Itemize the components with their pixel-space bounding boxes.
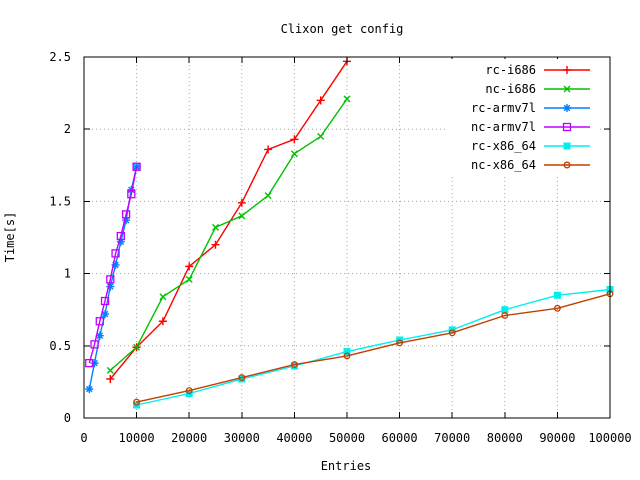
marker-asterisk	[85, 385, 94, 394]
y-axis-label: Time[s]	[3, 212, 17, 263]
y-tick-label: 1	[64, 267, 71, 281]
marker-filled-square	[553, 291, 561, 299]
x-tick-label: 20000	[171, 431, 207, 445]
series-line	[109, 60, 348, 380]
x-tick-label: 10000	[119, 431, 155, 445]
y-tick-label: 0	[64, 411, 71, 425]
marker-open-square	[116, 231, 125, 241]
marker-plus	[316, 96, 325, 105]
marker-filled-square	[343, 348, 351, 356]
marker-open-square	[121, 210, 131, 219]
marker-plus	[211, 240, 220, 249]
x-tick-label: 70000	[434, 431, 470, 445]
marker-filled-square	[290, 362, 298, 370]
marker-cross	[159, 293, 167, 301]
series-line	[136, 293, 611, 403]
axes: 0 10000 20000 30000 40000 50000 60000 70000 8000…	[49, 50, 631, 445]
marker-open-square	[90, 340, 99, 349]
marker-plus	[563, 66, 571, 74]
marker-plus	[185, 262, 194, 271]
series-nc-i686	[106, 95, 351, 374]
legend-label: rc-i686	[485, 63, 536, 77]
legend-entry-nc-x86_64: nc-x86_64	[471, 158, 590, 172]
marker-open-square	[85, 358, 94, 368]
marker-cross	[264, 192, 272, 200]
y-tick-label: 2.5	[49, 50, 71, 64]
marker-cross	[290, 150, 298, 158]
series-line	[136, 288, 611, 406]
legend-entry-rc-i686: rc-i686	[485, 63, 590, 77]
legend-label: rc-x86_64	[471, 139, 536, 153]
chart-title: Clixon get config	[281, 22, 404, 36]
marker-open-square	[111, 249, 120, 258]
legend-entry-rc-x86_64: rc-x86_64	[471, 139, 590, 153]
x-tick-label: 30000	[224, 431, 260, 445]
marker-cross	[212, 223, 219, 231]
legend: rc-i686 nc-i686 rc-armv7l nc-armv7l rc-x86_6…	[448, 59, 598, 175]
marker-open-square	[562, 122, 572, 132]
marker-open-circle	[290, 361, 298, 369]
x-tick-label: 50000	[329, 431, 365, 445]
series-nc-armv7l	[85, 162, 141, 368]
marker-cross	[317, 132, 325, 140]
marker-open-square	[95, 317, 104, 326]
legend-label: rc-armv7l	[471, 101, 536, 115]
series-nc-x86_64	[133, 290, 614, 406]
marker-open-square	[106, 275, 115, 284]
legend-background	[448, 59, 598, 175]
marker-cross	[133, 343, 141, 351]
marker-plus	[290, 135, 299, 144]
marker-asterisk	[563, 104, 571, 112]
marker-cross	[106, 366, 114, 374]
marker-cross	[563, 85, 571, 93]
legend-label: nc-x86_64	[471, 158, 536, 172]
series-layer	[85, 57, 614, 409]
marker-open-circle	[448, 329, 456, 337]
marker-open-circle	[501, 312, 509, 319]
x-tick-label: 40000	[276, 431, 312, 445]
x-axis-label: Entries	[321, 459, 372, 473]
marker-filled-square	[238, 375, 246, 383]
y-tick-label: 2	[64, 122, 71, 136]
marker-cross	[238, 212, 246, 220]
x-tick-label: 80000	[487, 431, 523, 445]
marker-filled-square	[501, 306, 509, 314]
marker-open-square	[127, 190, 136, 199]
legend-entry-nc-i686: nc-i686	[485, 82, 590, 96]
marker-plus	[106, 375, 115, 384]
marker-plus	[158, 317, 167, 326]
legend-label: nc-i686	[485, 82, 536, 96]
series-rc-x86_64	[133, 285, 614, 409]
marker-plus	[264, 145, 273, 154]
marker-open-circle	[553, 304, 561, 312]
marker-open-circle	[133, 398, 141, 406]
marker-open-circle	[563, 161, 571, 169]
marker-open-square	[132, 162, 141, 171]
y-tick-label: 1.5	[49, 194, 71, 208]
x-tick-label: 100000	[588, 431, 631, 445]
marker-open-circle	[238, 374, 246, 382]
marker-plus	[237, 198, 246, 207]
y-tick-label: 0.5	[49, 339, 71, 353]
legend-entry-nc-armv7l: nc-armv7l	[471, 120, 590, 134]
x-tick-label: 90000	[539, 431, 575, 445]
marker-cross	[185, 275, 193, 283]
legend-label: nc-armv7l	[471, 120, 536, 134]
marker-open-circle	[396, 339, 404, 347]
x-tick-label: 0	[80, 431, 87, 445]
legend-entry-rc-armv7l: rc-armv7l	[471, 101, 590, 115]
marker-open-square	[100, 296, 110, 306]
series-line	[109, 98, 348, 371]
marker-filled-square	[563, 142, 571, 150]
marker-asterisk	[90, 359, 99, 368]
marker-open-circle	[343, 352, 351, 360]
x-tick-label: 60000	[382, 431, 418, 445]
marker-open-circle	[185, 387, 193, 395]
series-line	[88, 166, 138, 364]
marker-cross	[343, 95, 351, 103]
